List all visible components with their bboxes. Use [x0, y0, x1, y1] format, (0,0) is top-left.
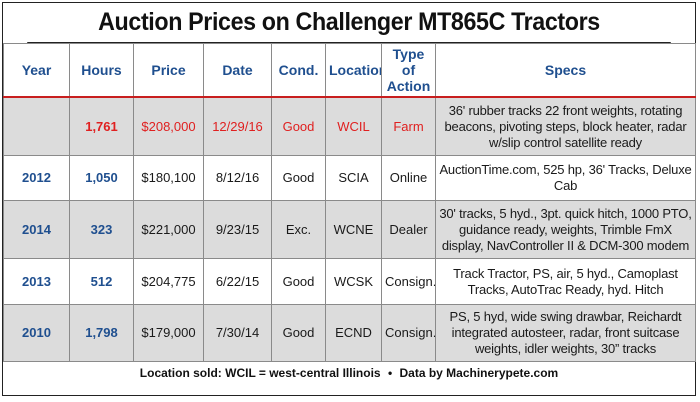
cell-hours: 1,798: [69, 304, 134, 362]
cell-location: WCIL: [325, 96, 382, 156]
cell-date: 7/30/14: [203, 304, 272, 362]
cell-type: Consign.: [381, 304, 436, 362]
cell-hours: 323: [69, 200, 134, 259]
cell-price: $208,000: [133, 96, 204, 156]
cell-price: $204,775: [133, 258, 204, 305]
col-specs: Specs: [435, 43, 696, 98]
cell-specs: Track Tractor, PS, air, 5 hyd., Camoplas…: [435, 258, 696, 305]
cell-location: WCSK: [325, 258, 382, 305]
table-row: 2014 323 $221,000 9/23/15 Exc. WCNE Deal…: [3, 200, 696, 259]
cell-location: WCNE: [325, 200, 382, 259]
cell-cond: Good: [271, 155, 326, 201]
footer-note: Location sold: WCIL = west-central Illin…: [3, 362, 695, 384]
separator-dot: •: [387, 366, 393, 380]
table-row: 2013 512 $204,775 6/22/15 Good WCSK Cons…: [3, 258, 696, 305]
page-title: Auction Prices on Challenger MT865C Trac…: [27, 3, 671, 43]
cell-price: $221,000: [133, 200, 204, 259]
cell-year: 2014: [3, 200, 70, 259]
col-cond: Cond.: [271, 43, 326, 98]
col-price: Price: [133, 43, 204, 98]
cell-year: 2010: [3, 304, 70, 362]
table-row: 1,761 $208,000 12/29/16 Good WCIL Farm 3…: [3, 96, 696, 156]
cell-date: 8/12/16: [203, 155, 272, 201]
cell-price: $179,000: [133, 304, 204, 362]
cell-location: SCIA: [325, 155, 382, 201]
cell-year: 2013: [3, 258, 70, 305]
cell-type: Consign.: [381, 258, 436, 305]
cell-date: 12/29/16: [203, 96, 272, 156]
cell-hours: 1,050: [69, 155, 134, 201]
table-row: 2010 1,798 $179,000 7/30/14 Good ECND Co…: [3, 304, 696, 362]
col-date: Date: [203, 43, 272, 98]
cell-specs: AuctionTime.com, 525 hp, 36' Tracks, Del…: [435, 155, 696, 201]
cell-cond: Good: [271, 304, 326, 362]
auction-table: Year Hours Price Date Cond. Location Typ…: [3, 43, 696, 362]
cell-location: ECND: [325, 304, 382, 362]
cell-year: 2012: [3, 155, 70, 201]
cell-cond: Exc.: [271, 200, 326, 259]
header-row: Year Hours Price Date Cond. Location Typ…: [3, 43, 696, 98]
cell-cond: Good: [271, 96, 326, 156]
col-location: Location: [325, 43, 382, 98]
cell-hours: 512: [69, 258, 134, 305]
cell-type: Farm: [381, 96, 436, 156]
table-row: 2012 1,050 $180,100 8/12/16 Good SCIA On…: [3, 155, 696, 201]
cell-cond: Good: [271, 258, 326, 305]
cell-year: [3, 96, 70, 156]
cell-date: 6/22/15: [203, 258, 272, 305]
price-table-graphic: Auction Prices on Challenger MT865C Trac…: [2, 2, 696, 396]
cell-type: Online: [381, 155, 436, 201]
cell-date: 9/23/15: [203, 200, 272, 259]
cell-specs: 30' tracks, 5 hyd., 3pt. quick hitch, 10…: [435, 200, 696, 259]
col-type: Type of Action: [381, 43, 436, 98]
cell-price: $180,100: [133, 155, 204, 201]
data-source: Data by Machinerypete.com: [399, 366, 559, 380]
location-note: Location sold: WCIL = west-central Illin…: [139, 366, 381, 380]
col-hours: Hours: [69, 43, 134, 98]
cell-specs: PS, 5 hyd, wide swing drawbar, Reichardt…: [435, 304, 696, 362]
cell-hours: 1,761: [69, 96, 134, 156]
cell-type: Dealer: [381, 200, 436, 259]
cell-specs: 36' rubber tracks 22 front weights, rota…: [435, 96, 696, 156]
col-year: Year: [3, 43, 70, 98]
